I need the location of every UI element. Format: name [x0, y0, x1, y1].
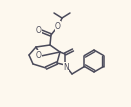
Text: O: O — [36, 51, 42, 59]
Text: O: O — [55, 22, 61, 30]
Text: O: O — [36, 25, 42, 34]
Text: N: N — [63, 62, 69, 71]
